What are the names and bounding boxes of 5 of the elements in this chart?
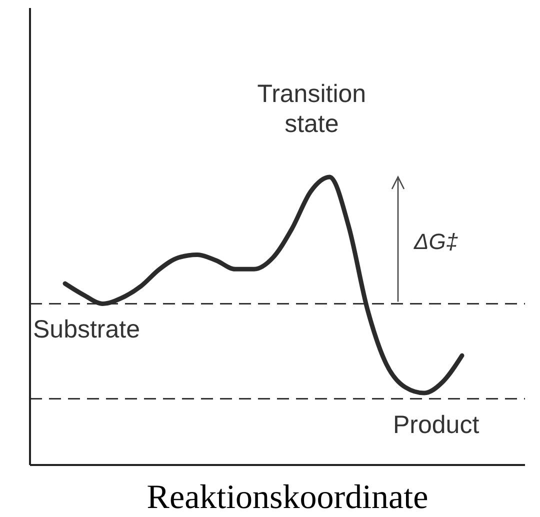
ref-line-label: Product [393, 410, 480, 439]
x-axis-title: Reaktionskoordinate [146, 479, 428, 516]
annotation: ΔG‡ [413, 229, 458, 254]
text: Transition state [257, 80, 366, 138]
ref-line-label: Substrate [33, 316, 140, 344]
